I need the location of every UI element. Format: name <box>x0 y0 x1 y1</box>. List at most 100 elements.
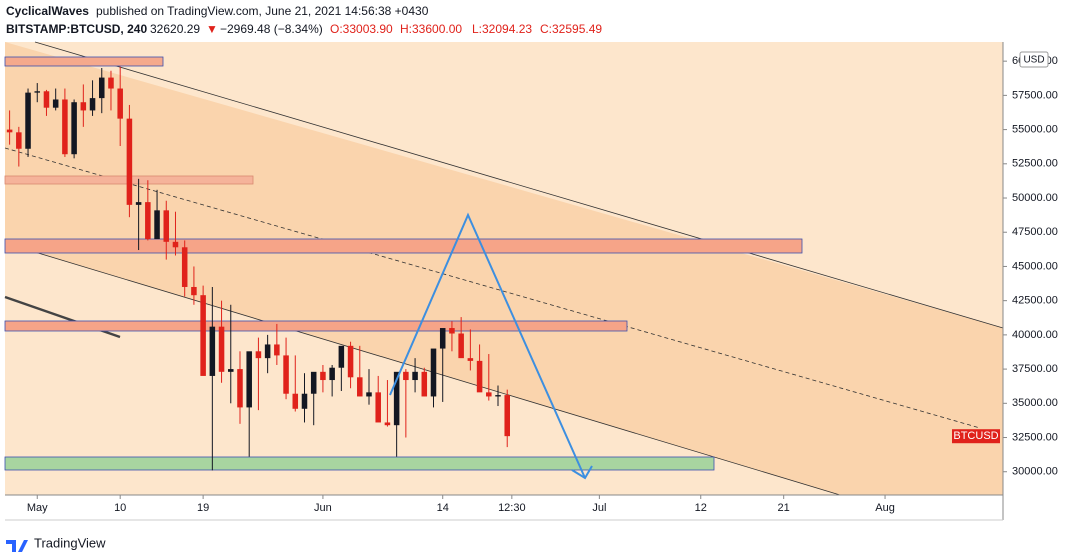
channel-upper <box>34 41 1004 329</box>
candle-body <box>283 355 289 394</box>
candle-body <box>135 202 142 205</box>
candle-body <box>145 202 151 240</box>
x-tick-label: Aug <box>875 502 895 514</box>
candle-body <box>347 345 354 378</box>
last-price: 32620.29 <box>150 22 200 36</box>
x-tick-label: Jun <box>314 502 332 514</box>
logo <box>6 540 28 552</box>
candle-body <box>16 132 22 149</box>
candle-body <box>329 367 335 381</box>
candle-body <box>412 371 418 381</box>
open: O:33003.90 <box>330 22 393 36</box>
candle-body <box>71 102 77 155</box>
candle-body <box>384 422 391 426</box>
candle-body <box>467 358 474 361</box>
x-tick-label: Jul <box>592 502 606 514</box>
candle-body <box>310 371 317 394</box>
projection-arrow <box>389 212 586 479</box>
channel-fill <box>5 42 1003 495</box>
candle-body <box>108 77 114 89</box>
zone <box>4 456 715 471</box>
candle-body <box>255 351 262 359</box>
candle-body <box>52 99 59 108</box>
y-tick-label: 57500.00 <box>1012 89 1058 101</box>
y-tick-label: 45000.00 <box>1012 260 1058 272</box>
candle-body <box>163 210 170 242</box>
channel-lower <box>4 242 841 496</box>
y-tick-label: 32500.00 <box>1012 431 1058 443</box>
x-tick-label: May <box>27 502 48 514</box>
x-tick-label: 14 <box>437 502 449 514</box>
currency-box <box>1019 51 1049 68</box>
candle-body <box>89 98 96 111</box>
y-tick-label: 47500.00 <box>1012 226 1058 238</box>
candle-body <box>375 392 381 423</box>
author: CyclicalWaves <box>6 4 89 18</box>
low: L:32094.23 <box>472 22 532 36</box>
candle-body <box>458 333 464 359</box>
y-tick-label: 42500.00 <box>1012 295 1058 307</box>
candle-body <box>301 393 308 409</box>
arrow-head <box>571 465 593 480</box>
candle-body <box>126 118 133 205</box>
candle-body <box>172 241 179 248</box>
candle-body <box>154 210 160 240</box>
candle-body <box>338 345 345 368</box>
candle-body <box>320 371 326 381</box>
candle-body <box>200 295 206 376</box>
candle-body <box>34 91 41 93</box>
x-tick-label: 21 <box>778 502 790 514</box>
candle-body <box>393 371 400 426</box>
candle-body <box>292 393 299 409</box>
candle-body <box>43 91 50 108</box>
x-tick-label: 12:30 <box>498 502 526 514</box>
arrow: ▼ <box>206 22 218 36</box>
candle-body <box>117 88 123 119</box>
candle-body <box>80 102 87 111</box>
zone <box>4 238 803 254</box>
x-tick-label: 12 <box>695 502 707 514</box>
x-tick-label: 10 <box>114 502 126 514</box>
published: published on TradingView.com, June 21, 2… <box>96 4 429 18</box>
candle-body <box>403 371 409 381</box>
symbol: BITSTAMP:BTCUSD, 240 <box>6 22 147 36</box>
candle-body <box>228 369 234 372</box>
high: H:33600.00 <box>400 22 462 36</box>
candle-body <box>495 395 501 397</box>
candle-body <box>218 326 225 372</box>
candle-body <box>421 371 428 397</box>
y-tick-label: 30000.00 <box>1012 466 1058 478</box>
y-tick-label: 37500.00 <box>1012 363 1058 375</box>
candle-body <box>25 92 31 149</box>
y-tick-label: 40000.00 <box>1012 329 1058 341</box>
candle-body <box>439 328 446 349</box>
brand: TradingView <box>34 535 106 550</box>
x-tick-label: 19 <box>197 502 209 514</box>
zone <box>4 320 628 332</box>
candle-body <box>504 395 510 437</box>
candle-body <box>237 369 243 408</box>
candle-body <box>357 377 363 397</box>
candle-body <box>449 328 455 334</box>
y-tick-label: 35000.00 <box>1012 397 1058 409</box>
y-tick-label: 50000.00 <box>1012 192 1058 204</box>
candle-body <box>209 326 216 376</box>
price-tag-label: BTCUSD <box>953 430 998 442</box>
candle-body <box>486 392 492 397</box>
currency: USD <box>1023 55 1044 66</box>
zone <box>4 56 164 67</box>
candle-body <box>6 129 13 133</box>
candle-body <box>274 344 280 356</box>
channel-mid <box>4 147 981 429</box>
candle-body <box>191 286 197 296</box>
candle-body <box>476 360 483 393</box>
candle-body <box>62 99 68 155</box>
y-tick-label: 55000.00 <box>1012 123 1058 135</box>
change: −2969.48 (−8.34%) <box>220 22 323 36</box>
price-tag <box>952 429 1000 444</box>
y-tick-label: 52500.00 <box>1012 158 1058 170</box>
candle-body <box>98 77 105 99</box>
candle-body <box>264 344 271 359</box>
candle-body <box>366 392 372 397</box>
